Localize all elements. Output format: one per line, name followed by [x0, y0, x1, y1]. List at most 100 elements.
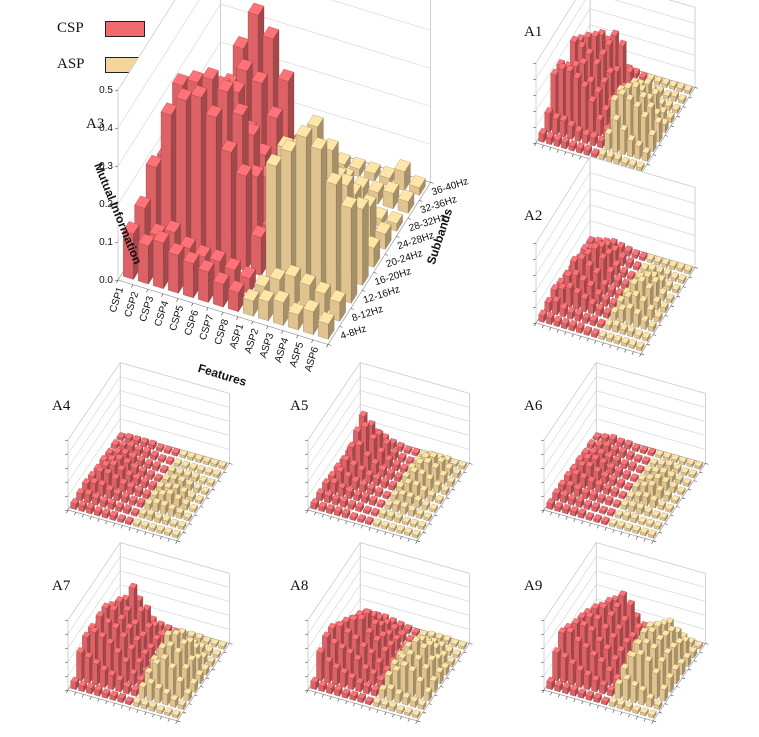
- z-tick-mark: [304, 633, 309, 636]
- bar-A4-12-8: [210, 458, 220, 468]
- y-tick-mark: [658, 711, 663, 714]
- y-tick-mark: [676, 506, 680, 508]
- bar-A5-6-7: [397, 452, 407, 464]
- x-tick-mark: [368, 707, 371, 711]
- bar-A2-13-8: [683, 264, 693, 275]
- bar-A5-7-3: [382, 490, 392, 500]
- x-tick-mark: [651, 540, 654, 544]
- z-tick-mark: [532, 126, 537, 129]
- bar-A9-13-2: [659, 683, 669, 702]
- x-tick-mark: [407, 718, 410, 722]
- z-tick-mark: [532, 306, 537, 309]
- x-tick-mark: [564, 331, 567, 335]
- bar-A6-5-7: [626, 450, 635, 461]
- bar-A6-7-3: [618, 490, 628, 500]
- x-tick-mark: [579, 336, 582, 340]
- bar-A2-4-0: [568, 319, 578, 332]
- z-tick-label: 0.2: [99, 199, 113, 210]
- bar-A1-12-0: [628, 159, 638, 170]
- x-tick-mark: [321, 694, 324, 698]
- bar-A5-7-4: [388, 480, 397, 492]
- bar-A4-8-7: [173, 458, 183, 468]
- z-tick-mark: [304, 661, 309, 664]
- bar-A5-13-6: [446, 476, 456, 488]
- bar-A6-4-0: [577, 508, 587, 519]
- bar-A6-7-8: [647, 447, 657, 457]
- bar-A1-2-0: [553, 133, 563, 148]
- x-tick-mark: [105, 700, 108, 705]
- bar-A8-11-0: [396, 705, 405, 715]
- x-tick-mark: [571, 153, 574, 158]
- y-tick-mark: [653, 720, 657, 723]
- y-tick-mark: [229, 463, 233, 465]
- bar-A7-5-0: [109, 690, 119, 702]
- z-tick-mark: [64, 661, 69, 664]
- bar-A2-6-6: [619, 266, 629, 279]
- bar-A1-9-0: [605, 150, 615, 163]
- x-tick-mark: [620, 711, 623, 716]
- y-tick-mark: [194, 694, 198, 697]
- bar-A4-10-0: [148, 522, 158, 533]
- x-tick-mark: [128, 707, 131, 711]
- bar-A4-5-8: [155, 443, 165, 453]
- bar-A4-9-8: [187, 451, 196, 462]
- bar-A5-5-7: [390, 447, 399, 461]
- bar-A1-5-1: [581, 129, 591, 145]
- y-tick-label: 4-8Hz: [339, 324, 368, 343]
- z-tick-mark: [532, 110, 537, 113]
- y-tick-mark: [463, 651, 467, 654]
- bar-A7-8-0: [132, 697, 142, 708]
- bar-A3-4-2: [205, 104, 223, 263]
- z-tick-mark: [540, 481, 545, 484]
- bar-A9-5-0: [585, 690, 595, 702]
- bar-A3-12-2: [325, 172, 343, 300]
- bar-A6-12-0: [640, 527, 649, 537]
- bar-A5-12-4: [427, 490, 436, 503]
- bar-A2-13-7: [677, 274, 687, 285]
- bar-A6-8-3: [626, 491, 635, 502]
- z-tick-label: 0.3: [99, 161, 113, 172]
- y-tick-mark: [440, 686, 444, 688]
- y-tick-mark: [682, 677, 686, 680]
- y-tick-mark: [188, 703, 192, 705]
- bar-A6-6-4: [616, 478, 626, 489]
- x-tick-mark: [557, 694, 560, 698]
- x-tick-mark: [601, 342, 604, 346]
- bar-A5-4-1: [347, 499, 357, 511]
- bar-A5-12-1: [409, 518, 419, 528]
- x-tick-mark: [89, 696, 92, 700]
- x-tick-mark: [384, 711, 387, 716]
- x-tick-mark: [206, 307, 209, 311]
- bar-A4-0-8: [116, 432, 126, 442]
- bar-A4-5-7: [150, 450, 159, 461]
- bar-A6-8-1: [614, 509, 624, 520]
- bar-A1-13-8: [683, 84, 693, 95]
- x-tick-mark: [609, 344, 612, 349]
- z-tick-mark: [532, 242, 537, 245]
- bar-A4-6-6: [152, 461, 161, 472]
- z-tick-mark: [540, 689, 545, 692]
- bar-A5-12-5: [433, 480, 442, 494]
- bar-A4-3-4: [117, 464, 126, 483]
- bar-A3-2-2: [175, 88, 193, 254]
- bar-A3-0-2: [145, 154, 163, 245]
- z-tick-mark: [532, 94, 537, 97]
- bar-A9-10-0: [624, 701, 634, 713]
- bar-A4-8-6: [167, 465, 177, 477]
- bar-A8-4-1: [347, 672, 357, 691]
- bar-A5-7-5: [394, 471, 403, 483]
- x-tick-mark: [557, 514, 560, 518]
- panel-label-A3: A3: [86, 116, 105, 132]
- bar-A7-4-0: [101, 688, 111, 699]
- bar-A5-13-5: [440, 485, 450, 496]
- bar-A8-12-1: [409, 695, 419, 708]
- bar-A6-1-0: [554, 501, 563, 513]
- bar-A7-1-0: [78, 680, 87, 693]
- x-tick-mark: [236, 316, 239, 320]
- bar-A2-11-2: [632, 308, 642, 329]
- bar-A7-7-0: [125, 696, 134, 706]
- y-tick-mark: [646, 343, 651, 346]
- bar-A1-7-0: [590, 148, 600, 159]
- y-tick-mark: [182, 531, 187, 534]
- x-tick-mark: [326, 344, 329, 348]
